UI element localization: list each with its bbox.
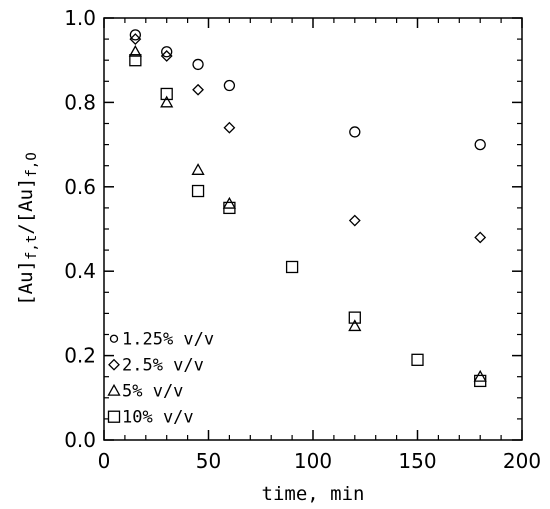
x-tick-label: 0 <box>98 449 111 473</box>
triangle-data-point <box>473 369 487 382</box>
triangle-data-point <box>348 319 362 332</box>
square-data-point <box>285 260 299 274</box>
circle-data-point <box>129 29 142 41</box>
square-data-point <box>160 87 173 101</box>
axes <box>103 17 523 441</box>
triangle-data-point <box>160 95 174 108</box>
legend-triangle-icon <box>107 383 121 396</box>
triangle-data-point <box>128 44 142 57</box>
square-data-point <box>348 311 361 324</box>
diamond-data-point <box>348 214 361 227</box>
diamond-data-point <box>129 33 142 46</box>
x-tick-label: 150 <box>398 449 436 473</box>
x-tick-label: 50 <box>196 449 221 473</box>
diamond-data-point <box>474 231 487 244</box>
circle-data-point <box>192 58 204 71</box>
y-axis-title-part: [Au] <box>15 260 37 306</box>
diamond-data-point <box>223 121 236 134</box>
legend-label: 10% v/v <box>122 408 194 428</box>
plot-frame <box>103 17 523 441</box>
data-points <box>128 29 487 388</box>
y-axis-title: [Au]f,t/[Au]f,O <box>15 152 40 306</box>
legend-label: 1.25% v/v <box>122 330 214 350</box>
y-axis-title-subscript: f,t <box>24 235 40 260</box>
y-tick-label: 0.4 <box>64 259 96 283</box>
y-tick-label: 0.6 <box>64 175 96 199</box>
circle-data-point <box>474 138 486 151</box>
y-tick-label: 1.0 <box>64 6 96 30</box>
legend-circle-icon <box>109 334 119 343</box>
ticks: 0 50 100 150 200 0.0 0.2 0.4 0.6 0.8 1.0 <box>64 6 541 473</box>
legend-item: 5% v/v <box>107 382 183 402</box>
legend-diamond-icon <box>108 358 120 371</box>
legend: 1.25% v/v 2.5% v/v 5% v/v 10% v/v <box>107 330 214 428</box>
y-axis-title-part: /[Au] <box>15 178 37 235</box>
legend-label: 2.5% v/v <box>122 356 204 376</box>
circle-data-point <box>161 46 173 58</box>
x-tick-label: 100 <box>294 449 332 473</box>
circle-data-point <box>349 126 361 138</box>
triangle-data-point <box>191 163 205 175</box>
diamond-data-point <box>192 83 204 96</box>
legend-label: 5% v/v <box>122 382 183 402</box>
triangle-data-point <box>222 196 237 209</box>
square-data-point <box>191 184 205 198</box>
x-axis-title: time, min <box>262 483 365 505</box>
legend-item: 2.5% v/v <box>108 356 204 376</box>
y-tick-label: 0.2 <box>64 344 96 368</box>
y-tick-label: 0.8 <box>64 90 96 114</box>
legend-item: 1.25% v/v <box>109 330 214 350</box>
y-tick-label: 0.0 <box>64 428 96 452</box>
square-data-point <box>474 374 487 388</box>
x-tick-label: 200 <box>503 449 541 473</box>
diamond-data-point <box>160 50 173 62</box>
square-data-point <box>223 201 236 215</box>
square-data-point <box>411 353 424 366</box>
legend-item: 10% v/v <box>107 408 194 428</box>
square-data-point <box>129 54 142 67</box>
legend-square-icon <box>107 410 121 423</box>
y-axis-title-subscript: f,O <box>24 152 40 177</box>
circle-data-point <box>223 79 236 92</box>
